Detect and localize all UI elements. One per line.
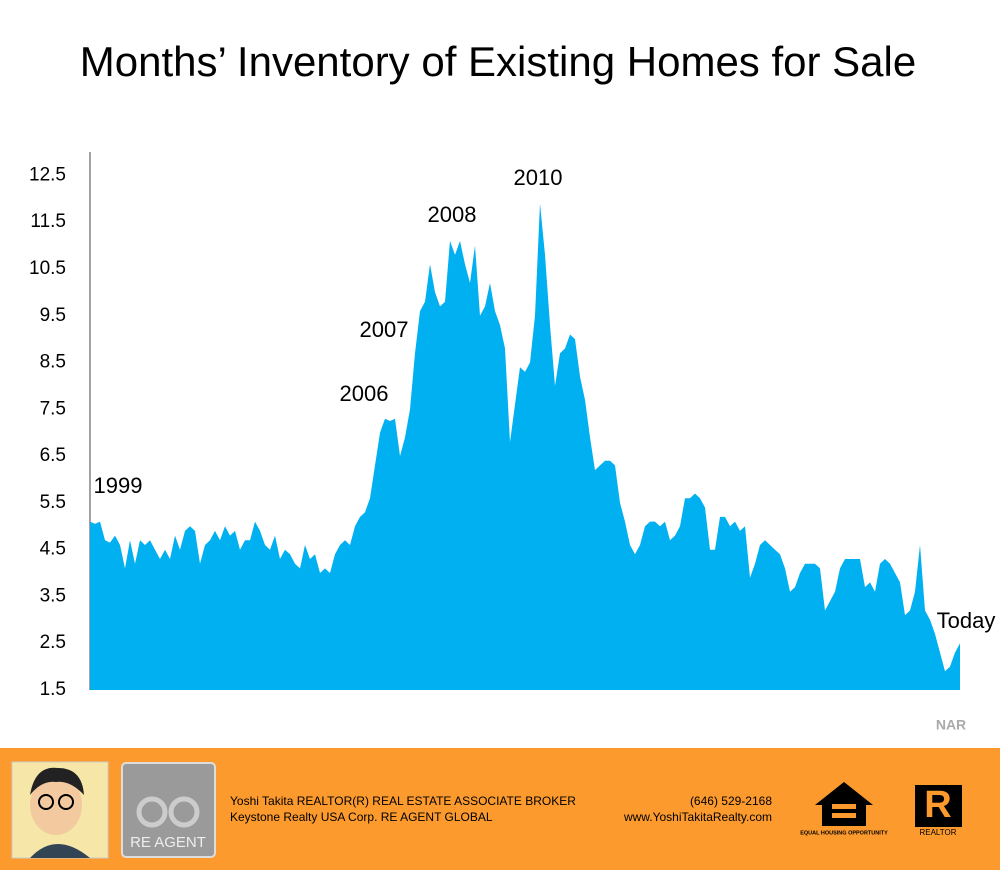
- face: [30, 775, 82, 835]
- annotation: 1999: [94, 473, 143, 498]
- y-tick-label: 7.5: [40, 398, 66, 419]
- realtor-logo: R REALTOR: [915, 784, 962, 837]
- area: [90, 203, 960, 690]
- logo-box: [121, 762, 216, 858]
- annotation: 2010: [514, 165, 563, 190]
- key: [136, 796, 168, 828]
- equal-bar: [832, 813, 856, 818]
- glasses: [58, 794, 74, 810]
- annotation: 2006: [340, 381, 389, 406]
- equal-bar: [832, 804, 856, 809]
- logo-text: REALTOR: [919, 828, 956, 837]
- chart-title: Months’ Inventory of Existing Homes for …: [80, 38, 916, 85]
- re-agent-logo: RE AGENT: [121, 762, 216, 858]
- y-tick-label: 8.5: [40, 352, 66, 373]
- annotation: 2008: [428, 202, 477, 227]
- annotation: Today: [937, 608, 996, 633]
- logo-box: [915, 785, 962, 827]
- agent-photo: [11, 761, 109, 859]
- y-tick-label: 4.5: [40, 539, 66, 560]
- source: NAR: [936, 717, 966, 733]
- y-tick-label: 6.5: [40, 445, 66, 466]
- y-tick-label: 9.5: [40, 305, 66, 326]
- plot-area: 1.5 2.5 3.5 4.5 5.5 6.5 7.5 8.5 9.5 10.5 11.5 12.5 1…: [29, 164, 995, 700]
- agent-company: Keystone Realty USA Corp. RE AGENT GLOBA…: [230, 810, 493, 824]
- agent-name: Yoshi Takita REALTOR(R) REAL ESTATE ASSO…: [230, 794, 576, 808]
- y-tick-label: 12.5: [29, 164, 66, 185]
- y-tick-label: 10.5: [29, 258, 66, 279]
- logo-text: EQUAL HOUSING OPPORTUNITY: [800, 830, 888, 836]
- y-tick-label: 1.5: [40, 679, 66, 700]
- y-tick-label: 3.5: [40, 585, 66, 606]
- annotation: 2007: [360, 317, 409, 342]
- key: [168, 796, 200, 828]
- y-tick-label: 11.5: [30, 211, 66, 232]
- logo-text: RE AGENT: [130, 834, 206, 851]
- equal-housing-logo: EQUAL HOUSING OPPORTUNITY: [800, 782, 888, 836]
- agent-phone: (646) 529-2168: [690, 794, 772, 808]
- logo-letter: R: [924, 784, 951, 826]
- suit: [30, 844, 90, 858]
- agent-website: www.YoshiTakitaRealty.com: [623, 810, 772, 824]
- hair: [30, 767, 84, 795]
- glasses: [38, 794, 54, 810]
- y-tick-label: 5.5: [40, 492, 66, 513]
- y-tick-label: 2.5: [40, 632, 66, 653]
